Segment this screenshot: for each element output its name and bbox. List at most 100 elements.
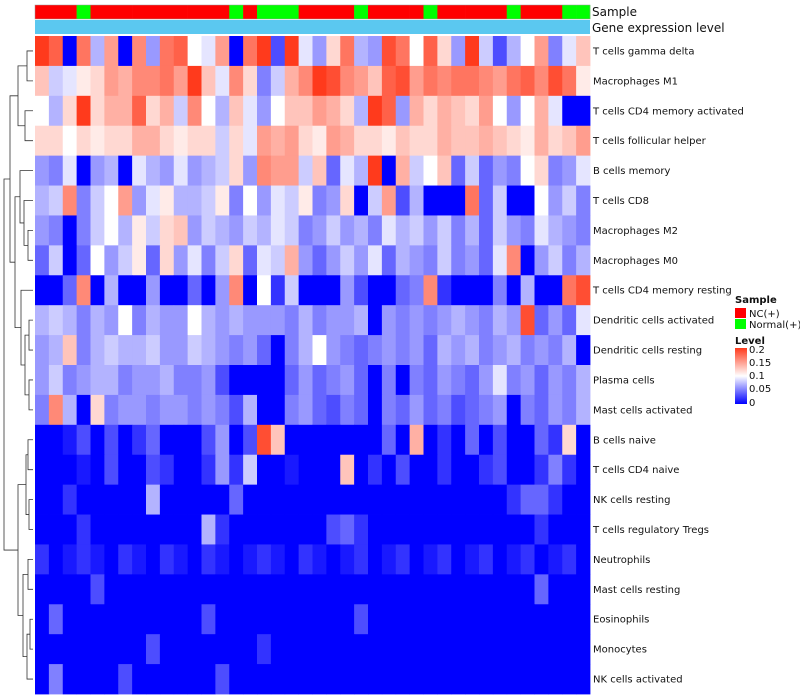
heatmap-cell	[409, 185, 424, 216]
sample-annotation-cell	[534, 5, 549, 19]
heatmap-cell	[368, 215, 383, 246]
heatmap-cell	[298, 155, 313, 186]
heatmap-cell	[312, 454, 327, 486]
sample-annotation-cell	[423, 5, 438, 19]
heatmap-cell	[465, 95, 480, 127]
heatmap-cell	[257, 394, 272, 426]
dendrogram-branch	[27, 230, 33, 261]
heatmap-cell	[506, 514, 522, 545]
heatmap-cell	[395, 544, 411, 575]
heatmap-cell	[492, 215, 508, 246]
heatmap-cell	[548, 454, 563, 486]
heatmap-cell	[118, 484, 133, 515]
heatmap-cell	[520, 215, 535, 246]
heatmap-cell	[243, 65, 258, 97]
heatmap-cell	[381, 454, 397, 486]
heatmap-cell	[118, 305, 133, 336]
sample-annotation-cell	[395, 5, 410, 19]
heatmap-cell	[395, 36, 411, 67]
heatmap-cell	[548, 245, 563, 276]
heatmap-cell	[368, 125, 383, 157]
legend-sample-title: Sample	[735, 295, 777, 306]
heatmap-cell	[229, 424, 244, 456]
heatmap-cell	[326, 424, 341, 456]
heatmap-cell	[48, 574, 64, 605]
heatmap-cell	[423, 305, 438, 336]
heatmap-cell	[423, 664, 438, 695]
dendrogram-branch	[27, 439, 33, 471]
heatmap-cell	[548, 65, 563, 97]
heatmap-cell	[159, 215, 175, 246]
heatmap-cell	[76, 424, 91, 456]
heatmap-cell	[354, 185, 369, 216]
heatmap-cell	[326, 365, 341, 396]
sample-annotation-cell	[576, 5, 591, 19]
heatmap-cell	[243, 634, 258, 665]
sample-annotation-cell	[312, 5, 327, 19]
heatmap-cell	[146, 664, 161, 695]
sample-annotation-cell	[173, 5, 188, 19]
heatmap-cell	[326, 664, 341, 695]
heatmap-cell	[409, 125, 424, 157]
heatmap-cell	[243, 544, 258, 575]
heatmap-cell	[437, 335, 452, 366]
sample-annotation-cell	[368, 5, 383, 19]
heatmap-cell	[173, 275, 189, 306]
heatmap-cell	[284, 125, 300, 157]
heatmap-cell	[479, 36, 494, 67]
heatmap-cell	[159, 365, 175, 396]
heatmap-cell	[215, 664, 230, 695]
heatmap-cell	[562, 544, 577, 575]
heatmap-cell	[465, 245, 480, 276]
heatmap-cell	[90, 155, 105, 186]
heatmap-cell	[118, 574, 133, 605]
heatmap-cell	[534, 275, 549, 306]
heatmap-cell	[257, 335, 272, 366]
heatmap-cell	[118, 454, 133, 486]
heatmap-cell	[62, 544, 78, 575]
heatmap-cell	[326, 305, 341, 336]
sample-annotation-cell	[159, 5, 175, 19]
heatmap-cell	[243, 155, 258, 186]
heatmap-cell	[465, 424, 480, 456]
heatmap-cell	[215, 574, 230, 605]
heatmap-cell	[146, 95, 161, 127]
heatmap-cell	[62, 335, 78, 366]
heatmap-cell	[132, 544, 147, 575]
heatmap-cell	[340, 275, 355, 306]
heatmap-cell	[173, 245, 189, 276]
heatmap-cell	[506, 95, 522, 127]
row-label: B cells naive	[593, 435, 656, 446]
heatmap-cell	[381, 664, 397, 695]
heatmap-cell	[173, 215, 189, 246]
row-label: T cells follicular helper	[592, 136, 707, 147]
heatmap-cell	[229, 335, 244, 366]
heatmap-cell	[76, 574, 91, 605]
heatmap-cell	[298, 604, 313, 635]
heatmap-cell	[354, 125, 369, 157]
heatmap-cell	[201, 424, 216, 456]
heatmap-cell	[215, 484, 230, 515]
dendrogram-branch	[20, 289, 33, 366]
heatmap-cell	[298, 65, 313, 97]
heatmap-cell	[201, 245, 216, 276]
heatmap-cell	[576, 275, 591, 306]
heatmap-cell	[368, 185, 383, 216]
heatmap-cell	[548, 604, 563, 635]
heatmap-cell	[576, 365, 591, 396]
heatmap-cell	[520, 305, 535, 336]
heatmap-cell	[368, 544, 383, 575]
heatmap-cell	[35, 514, 50, 545]
heatmap-cell	[132, 604, 147, 635]
heatmap-cell	[451, 365, 466, 396]
heatmap-cell	[132, 454, 147, 486]
row-label: T cells regulatory Tregs	[592, 525, 709, 536]
heatmap-cell	[340, 634, 355, 665]
heatmap-cell	[409, 514, 424, 545]
heatmap-cell	[76, 95, 91, 127]
heatmap-cell	[159, 424, 175, 456]
heatmap-cell	[576, 245, 591, 276]
heatmap-cell	[520, 544, 535, 575]
row-label: Monocytes	[593, 645, 647, 656]
heatmap-cell	[492, 574, 508, 605]
